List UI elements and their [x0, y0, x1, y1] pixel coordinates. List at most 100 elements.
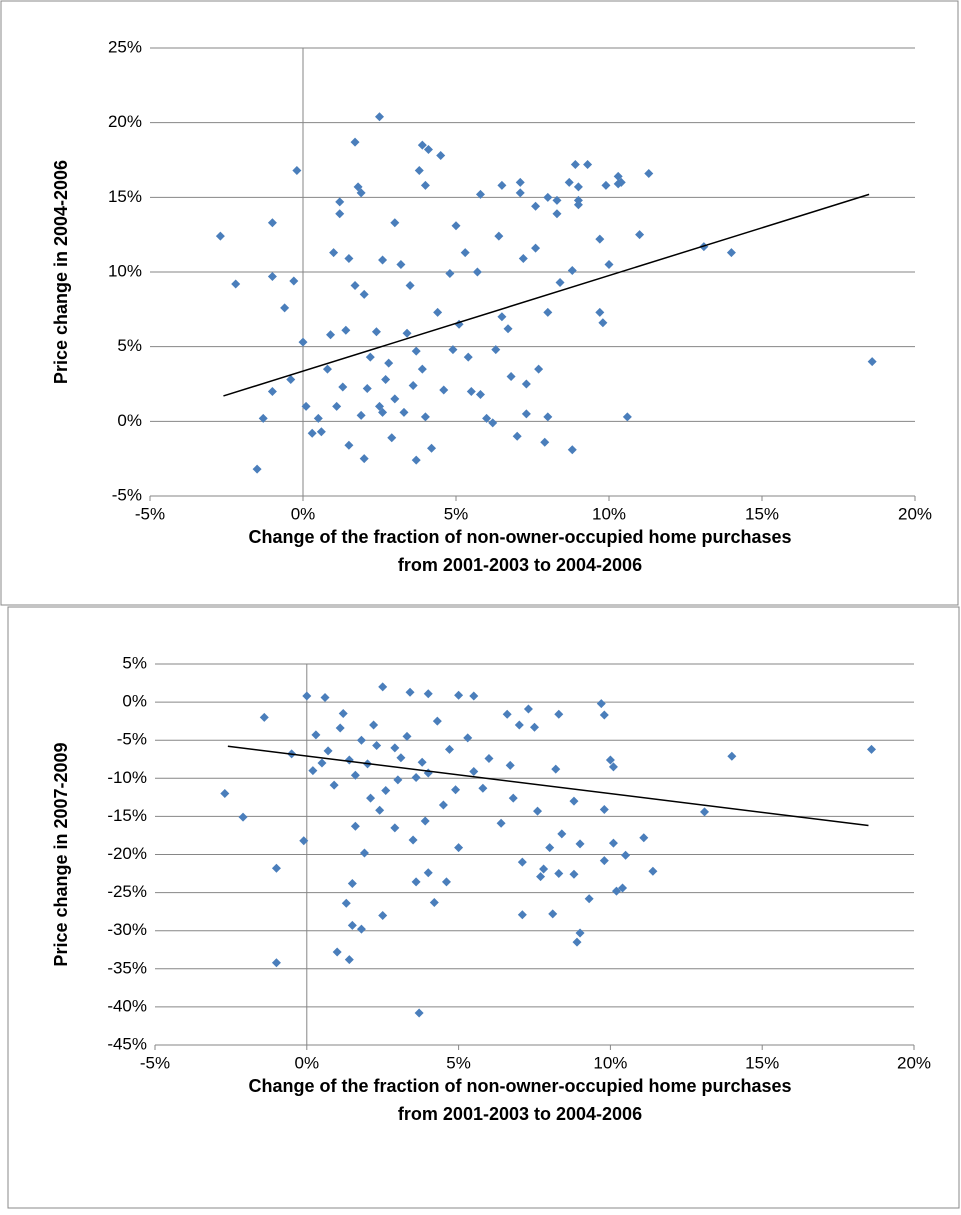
point [286, 375, 296, 385]
point [505, 760, 515, 770]
point [335, 197, 345, 207]
point [438, 800, 448, 810]
point [466, 386, 476, 396]
point [533, 806, 543, 816]
point [531, 243, 541, 253]
point [608, 838, 618, 848]
point [572, 937, 582, 947]
point [267, 218, 277, 228]
point [866, 744, 876, 754]
point [371, 327, 381, 337]
point [608, 762, 618, 772]
point [536, 872, 546, 882]
point [475, 389, 485, 399]
y-tick-label: 20% [108, 112, 142, 131]
point [575, 839, 585, 849]
y-tick-label: 5% [122, 653, 147, 672]
x-axis-title: Change of the fraction of non-owner-occu… [248, 527, 791, 547]
point [405, 687, 415, 697]
y-tick-label: -10% [107, 768, 147, 787]
y-tick-label: -5% [117, 730, 147, 749]
point [411, 773, 421, 783]
point [298, 337, 308, 347]
point [515, 177, 525, 187]
point [503, 324, 513, 334]
point [548, 909, 558, 919]
point [402, 328, 412, 338]
point [463, 352, 473, 362]
point [508, 793, 518, 803]
point [433, 307, 443, 317]
point [292, 165, 302, 175]
point [332, 401, 342, 411]
point [313, 413, 323, 423]
point [622, 412, 632, 422]
point [322, 364, 332, 374]
point [280, 303, 290, 313]
point [267, 386, 277, 396]
point [414, 1008, 424, 1018]
point [405, 280, 415, 290]
point [540, 437, 550, 447]
point [308, 766, 318, 776]
point [420, 412, 430, 422]
point [350, 137, 360, 147]
x-tick-label: 20% [897, 1053, 931, 1072]
point [396, 260, 406, 270]
x-axis-title: from 2001-2003 to 2004-2006 [398, 1104, 642, 1124]
point [543, 412, 553, 422]
point [551, 764, 561, 774]
point [338, 382, 348, 392]
point [534, 364, 544, 374]
point [423, 868, 433, 878]
point [436, 151, 446, 161]
point [378, 407, 388, 417]
point [384, 358, 394, 368]
point [497, 312, 507, 322]
y-tick-label: 0% [117, 411, 142, 430]
point [599, 805, 609, 815]
point [307, 428, 317, 438]
y-tick-label: -45% [107, 1034, 147, 1053]
x-tick-label: 5% [446, 1053, 471, 1072]
x-tick-label: 10% [592, 504, 626, 523]
point [583, 159, 593, 169]
point [390, 218, 400, 228]
point [514, 720, 524, 730]
point [595, 307, 605, 317]
y-tick-label: -20% [107, 844, 147, 863]
point [554, 709, 564, 719]
point [341, 325, 351, 335]
point [618, 883, 628, 893]
point [494, 231, 504, 241]
point [356, 924, 366, 934]
point [215, 231, 225, 241]
point [599, 856, 609, 866]
point [545, 843, 555, 853]
point [258, 413, 268, 423]
point [387, 433, 397, 443]
point [523, 704, 533, 714]
point [727, 751, 737, 761]
point [441, 877, 451, 887]
point [359, 454, 369, 464]
point [604, 260, 614, 270]
point [517, 857, 527, 867]
point [596, 699, 606, 709]
point [867, 357, 877, 367]
point [356, 735, 366, 745]
point [417, 364, 427, 374]
point [378, 255, 388, 265]
x-tick-label: -5% [135, 504, 165, 523]
y-tick-label: -5% [112, 485, 142, 504]
point [356, 188, 366, 198]
point [569, 796, 579, 806]
point [552, 195, 562, 205]
point [543, 307, 553, 317]
point [616, 177, 626, 187]
point [429, 898, 439, 908]
point [539, 864, 549, 874]
y-tick-label: 10% [108, 261, 142, 280]
point [378, 682, 388, 692]
